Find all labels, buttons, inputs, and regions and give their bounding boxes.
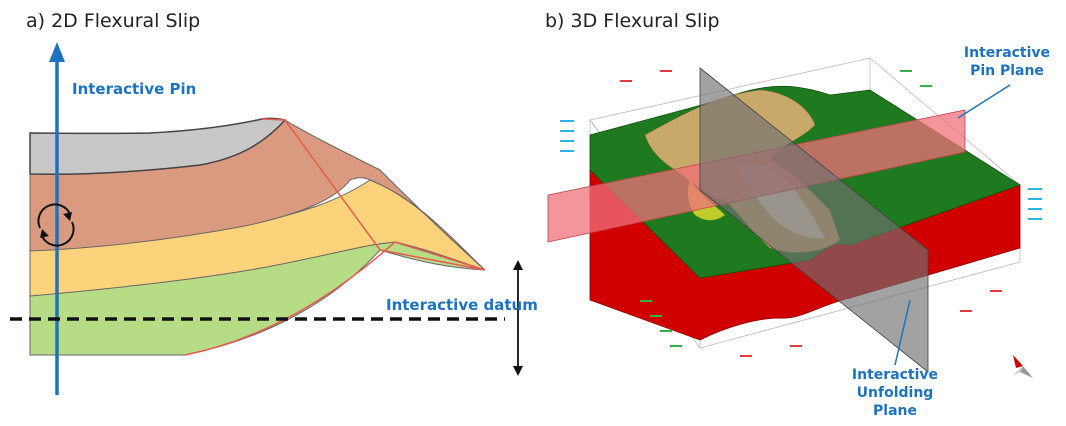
rotate-arrows-icon[interactable] — [37, 203, 75, 247]
interactive-pin-arrowhead — [49, 42, 65, 62]
panel-a-title: a) 2D Flexural Slip — [26, 10, 201, 32]
axis-tick-marks — [560, 70, 1042, 357]
compass-icon — [1012, 355, 1033, 378]
unfolding-plane-label-line2: Unfolding — [856, 385, 934, 401]
pin-plane-label-line2: Pin Plane — [970, 63, 1044, 79]
unfolding-plane[interactable] — [699, 67, 929, 373]
pin-plane-label: Interactive Pin Plane — [952, 44, 1062, 80]
unfolding-plane-label-line1: Interactive — [851, 367, 939, 383]
panel-b-title: b) 3D Flexural Slip — [545, 10, 720, 32]
unfolding-plane-label-line3: Plane — [873, 403, 917, 419]
layer-gray — [29, 117, 287, 175]
interactive-pin-label: Interactive Pin — [72, 80, 197, 98]
pin-plane-leader — [957, 84, 1011, 119]
double-arrow-icon[interactable] — [513, 260, 523, 376]
pin-plane-label-line1: Interactive — [963, 45, 1051, 61]
unfolding-plane-label: Interactive Unfolding Plane — [835, 366, 955, 420]
interactive-datum-label: Interactive datum — [386, 296, 538, 314]
fold-outline — [184, 118, 486, 356]
unfolding-plane-leader — [894, 299, 911, 366]
